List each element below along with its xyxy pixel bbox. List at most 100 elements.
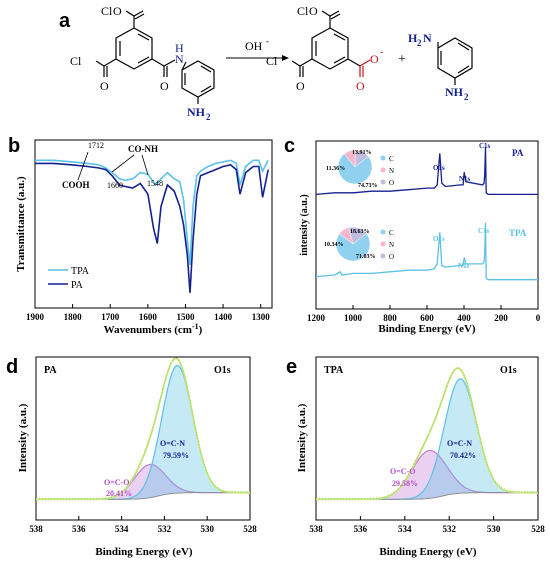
panel-label-c: c: [284, 135, 295, 157]
x-axis-title-e: Binding Energy (eV): [379, 546, 477, 558]
series-line-tpa: [315, 222, 538, 281]
subscript: 2: [464, 92, 469, 102]
bond: [151, 58, 165, 67]
reagent-label: OH: [245, 39, 263, 53]
ring-bond: [457, 42, 470, 51]
envelope-line: [316, 367, 538, 501]
ring-bond: [333, 33, 346, 41]
peak-label-c1s: C1s: [479, 142, 491, 150]
atom-o: O: [113, 4, 122, 18]
atom-o: O: [370, 52, 379, 66]
arrow-head: [282, 55, 289, 61]
legend-label-tpa: TPA: [71, 266, 90, 277]
x-axis-c: 1200 1000 800 600 400 200 0: [307, 305, 541, 323]
pie-slice-o: [354, 149, 369, 168]
bond: [347, 58, 361, 67]
bond: [291, 60, 301, 67]
annotation-cooh: COOH: [62, 180, 90, 190]
middle-molecule: [291, 10, 371, 77]
bond: [125, 10, 135, 17]
peak-percent-ocn: 70.42%: [450, 451, 476, 460]
panel-label-e: e: [286, 356, 297, 378]
legend-label-pa: PA: [71, 280, 84, 291]
x-axis-d-tick-label: 538: [29, 524, 43, 534]
x-axis-c-tick-label: 0: [536, 313, 541, 323]
x-axis-d-tick-label: 534: [115, 524, 129, 534]
right-molecule: [437, 37, 473, 85]
annotation-1660: 1660: [107, 181, 123, 190]
plot-area-d: [36, 357, 250, 501]
x-axis-b-tick-label: 1600: [139, 312, 158, 322]
panel-d: d 538 536 534 532 530 528 Binding Energy (eV)…: [6, 356, 257, 558]
peak-area-oco: [316, 450, 538, 500]
peak-area-ocn: [36, 365, 250, 500]
panel-a-scheme: a Cl O: [59, 4, 473, 122]
x-axis-d-tick-label: 530: [200, 524, 214, 534]
atom-o: O: [160, 79, 169, 93]
left-benzene-ring: [115, 27, 153, 70]
bond: [329, 10, 340, 17]
series-line-tpa: [35, 159, 269, 266]
series-line-pa: [35, 162, 269, 293]
bond: [133, 10, 144, 17]
x-axis-d-tick-label: 528: [243, 524, 257, 534]
peak-percent-oco: 29.58%: [392, 479, 418, 488]
x-axis-title-b: Wavenumbers (cm-1): [104, 322, 203, 336]
bond: [103, 58, 117, 67]
reagent-charge: -: [266, 36, 269, 46]
x-axis-e-tick-label: 530: [487, 524, 501, 534]
peak-label-c1s: C1s: [478, 227, 490, 235]
left-molecule: [95, 10, 215, 104]
pie-slice-o: [348, 226, 367, 245]
peak-area-ocn: [316, 378, 538, 500]
atom-n: N: [423, 31, 432, 45]
x-axis-e-tick-label: 528: [531, 524, 545, 534]
atom-o: O: [356, 79, 365, 93]
annotation-1712: 1712: [88, 141, 104, 150]
subscript: 2: [206, 112, 211, 122]
x-axis-e-tick-label: 534: [398, 524, 412, 534]
pie-tpa-c-percent: 71.03%: [356, 254, 376, 260]
y-axis-title-d: Intensity (a.u.): [17, 403, 29, 472]
atom-cl: Cl: [70, 54, 82, 68]
peak-label-o1s: O1s: [433, 235, 445, 243]
ring-bond: [200, 65, 212, 73]
ring-bond: [200, 85, 212, 93]
plus-sign: +: [398, 52, 406, 67]
plot-area-e: [316, 366, 538, 501]
panel-e: e 538 536 534 532 530 528 Binding Energy (eV)…: [286, 356, 545, 558]
peak-label-ocn: O=C-N: [447, 439, 472, 448]
annotation-co-nh: CO-NH: [128, 144, 158, 154]
peak-label-n1s: N1s: [458, 262, 470, 270]
right-molecule-atoms: H 2 N NH 2: [408, 31, 469, 102]
annotation-arrow: [141, 154, 149, 176]
peak-label-o1s: O1s: [433, 164, 445, 172]
annotation-leader: [77, 151, 89, 181]
atom-cl: Cl: [266, 54, 278, 68]
x-axis-title-d: Binding Energy (eV): [95, 546, 193, 558]
series-label-tpa: TPA: [509, 228, 527, 238]
subscript: 2: [417, 38, 422, 48]
y-axis-title-b: Transmittance (a.u.): [15, 176, 27, 272]
panel-region-d: O1s: [214, 365, 231, 376]
peak-area-oco: [36, 464, 250, 500]
bond: [181, 61, 187, 71]
pie-legend-swatch-c: [380, 229, 386, 235]
pie-legend-n: N: [389, 241, 394, 249]
panel-label-b: b: [8, 135, 20, 157]
pie-pa-c-percent: 74.73%: [358, 183, 378, 189]
pie-legend-c: C: [389, 155, 394, 163]
diamine-ring: [437, 37, 473, 79]
pie-pa-n-percent: 11.36%: [326, 166, 345, 172]
x-axis-e-tick-label: 536: [354, 524, 368, 534]
panel-c: c 1200 1000 800 600 400 200 0 Binding Energy (…: [284, 135, 541, 335]
pie-legend: C N O C N O: [380, 155, 394, 261]
x-axis-c-tick-label: 800: [383, 313, 397, 323]
atom-n: N: [175, 52, 184, 66]
bond: [359, 59, 371, 67]
x-axis-b-tick-label: 1500: [176, 312, 195, 322]
raw-data-line: [316, 366, 538, 499]
middle-benzene-ring: [311, 27, 349, 70]
peak-percent-oco: 20.41%: [106, 489, 132, 498]
